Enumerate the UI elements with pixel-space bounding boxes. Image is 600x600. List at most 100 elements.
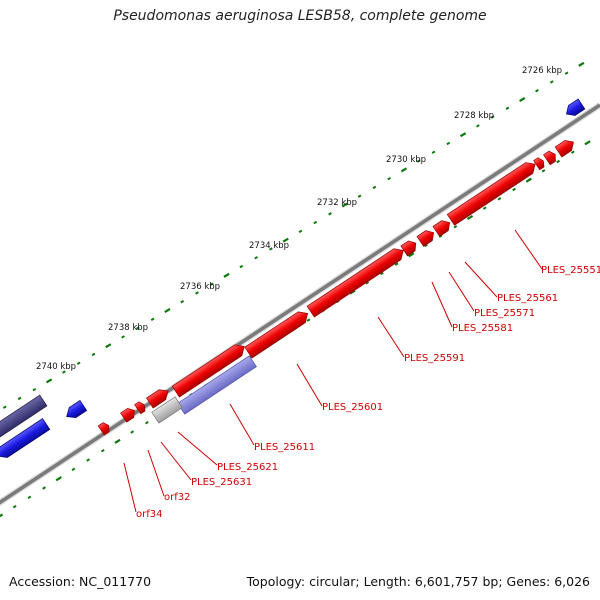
gene-label: PLES_25611 xyxy=(254,442,315,453)
outer-tick-dot xyxy=(180,300,185,304)
inner-tick-dot xyxy=(365,281,370,285)
outer-tick-dot xyxy=(254,256,258,260)
gene-label: PLES_25551 xyxy=(541,265,600,276)
inner-tick-dot xyxy=(525,177,532,183)
outer-tick-dot xyxy=(91,352,96,357)
inner-tick-dot xyxy=(42,486,46,490)
label-leader-line xyxy=(177,431,218,466)
outer-tick-dot xyxy=(416,159,421,163)
forward-gene xyxy=(306,248,404,318)
reverse-gene xyxy=(0,394,48,438)
outer-tick-dot xyxy=(328,212,332,216)
inner-tick-dot xyxy=(130,430,135,434)
gene-label: PLES_25621 xyxy=(217,462,278,473)
label-leader-line xyxy=(514,229,543,270)
inner-tick-dot xyxy=(466,214,474,221)
label-leader-line xyxy=(147,449,165,497)
kbp-tick-label: 2728 kbp xyxy=(454,111,494,121)
inner-tick-dot xyxy=(497,197,502,201)
forward-gene xyxy=(171,344,245,398)
outer-tick-dot xyxy=(209,282,214,286)
gene-label: PLES_25601 xyxy=(322,402,383,413)
gene-label: PLES_25571 xyxy=(474,308,535,319)
inner-tick-dot xyxy=(394,262,399,266)
outer-tick-dot xyxy=(17,396,22,401)
gene-labels: PLES_25551 PLES_25561 PLES_25571 PLES_25581… xyxy=(123,229,600,520)
reverse-gene xyxy=(66,399,88,419)
outer-tick-dot xyxy=(341,202,348,208)
forward-gene xyxy=(146,389,169,409)
inner-tick-dot xyxy=(584,140,591,146)
outer-tick-dot xyxy=(76,361,81,365)
gene-label: PLES_25591 xyxy=(404,353,465,364)
label-leader-line xyxy=(296,363,323,407)
outer-tick-dot xyxy=(564,71,569,75)
accession-text: Accession: NC_011770 xyxy=(9,574,152,589)
label-leader-line xyxy=(160,441,192,481)
inner-tick-dot xyxy=(71,467,76,472)
outer-tick-dot xyxy=(105,343,112,349)
inner-tick-dot xyxy=(55,476,62,482)
label-leader-line xyxy=(464,261,498,298)
inner-tick-dot xyxy=(512,187,516,192)
reverse-gene xyxy=(566,98,586,116)
outer-tick-dot xyxy=(313,220,318,225)
outer-tick-dot xyxy=(519,97,526,102)
forward-gene xyxy=(400,240,417,257)
outer-tick-dot xyxy=(298,229,303,234)
outer-tick-dot xyxy=(2,405,7,409)
reverse-gene-faded xyxy=(177,355,257,415)
outer-tick-dot xyxy=(535,89,539,93)
outer-tick-dots xyxy=(2,61,585,409)
label-leader-line xyxy=(448,271,475,312)
map-title: Pseudomonas aeruginosa LESB58, complete … xyxy=(113,8,487,24)
inner-tick-dot xyxy=(556,159,561,164)
forward-gene xyxy=(446,162,536,226)
inner-tick-dot xyxy=(379,271,384,276)
forward-gene xyxy=(120,407,135,423)
inner-tick-dot xyxy=(453,225,458,229)
reverse-gene xyxy=(0,418,51,458)
outer-tick-dot xyxy=(490,115,495,119)
gene-label: PLES_25581 xyxy=(452,323,513,334)
gene-label: orf34 xyxy=(136,509,162,520)
inner-tick-dot xyxy=(0,513,4,518)
outer-tick-dot xyxy=(578,61,585,67)
genome-backbone xyxy=(0,102,600,506)
outer-tick-dot xyxy=(400,167,408,173)
inner-tick-dot xyxy=(27,495,32,500)
outer-tick-dot xyxy=(549,80,554,84)
forward-gene xyxy=(543,150,556,166)
outer-tick-dot xyxy=(357,194,362,198)
outer-tick-dot xyxy=(45,378,53,384)
outer-tick-dot xyxy=(150,317,155,321)
outer-tick-dot xyxy=(268,247,273,251)
label-leader-line xyxy=(377,316,405,358)
gene-features xyxy=(0,98,586,458)
outer-tick-dot xyxy=(239,264,244,269)
kbp-tick-label: 2734 kbp xyxy=(249,241,289,251)
inner-tick-dot xyxy=(12,504,17,509)
gene-label: PLES_25631 xyxy=(191,477,252,488)
outer-tick-dot xyxy=(446,141,451,146)
gene-label: PLES_25561 xyxy=(497,293,558,304)
genome-summary-text: Topology: circular; Length: 6,601,757 bp… xyxy=(246,574,590,589)
inner-tick-dot xyxy=(100,448,105,453)
outer-tick-dot xyxy=(135,326,140,330)
hypothetical-feature xyxy=(151,396,183,424)
inner-tick-dot xyxy=(570,150,575,154)
outer-tick-dot xyxy=(223,272,230,278)
inner-tick-dot xyxy=(86,458,91,462)
kbp-tick-label: 2736 kbp xyxy=(180,282,220,292)
inner-tick-dot xyxy=(424,243,428,248)
label-leader-line xyxy=(431,281,453,328)
inner-tick-dot xyxy=(306,318,311,322)
inner-tick-dot xyxy=(482,206,487,210)
outer-tick-dot xyxy=(32,387,37,392)
forward-gene xyxy=(554,140,574,158)
kbp-tick-label: 2732 kbp xyxy=(317,198,357,208)
outer-tick-dot xyxy=(121,335,125,339)
outer-tick-dot xyxy=(282,237,289,243)
outer-tick-dot xyxy=(164,308,171,313)
